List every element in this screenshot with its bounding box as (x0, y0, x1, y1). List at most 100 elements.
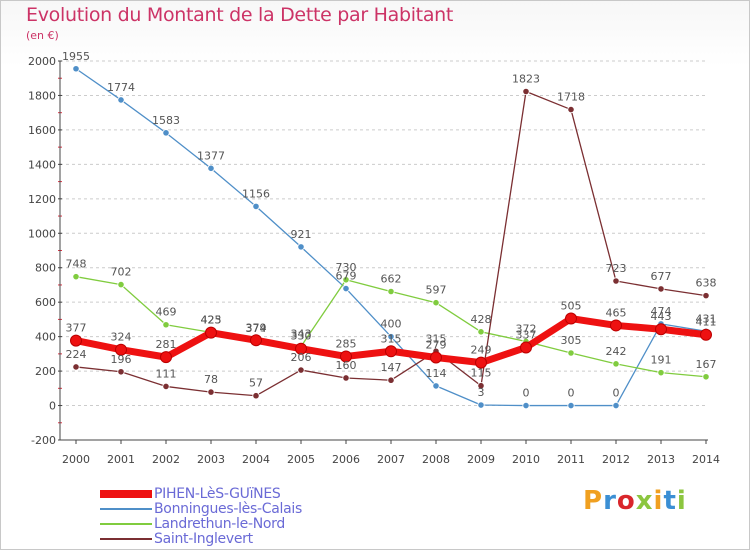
legend-swatch (100, 507, 152, 510)
logo-letter: i (653, 486, 664, 516)
data-point (297, 243, 305, 251)
x-tick-label: 2010 (512, 453, 540, 466)
legend: PIHEN-LèS-GUïNES Bonningues-lès-Calais Lan… (100, 485, 302, 547)
data-label: 443 (651, 310, 672, 323)
x-tick-label: 2005 (287, 453, 315, 466)
data-label: 748 (66, 258, 87, 271)
data-label: 1955 (62, 50, 90, 63)
data-point (477, 328, 485, 336)
data-label: 337 (516, 328, 537, 341)
data-point (342, 374, 350, 382)
data-label: 3 (478, 386, 485, 399)
x-tick-label: 2000 (62, 453, 90, 466)
data-label: 428 (471, 313, 492, 326)
data-point (657, 369, 665, 377)
data-label: 921 (291, 228, 312, 241)
data-point (205, 326, 217, 339)
data-point (160, 351, 172, 364)
data-label: 160 (336, 359, 357, 372)
data-point (72, 65, 80, 73)
data-label: 423 (201, 314, 222, 327)
axis-layer: -200020040060080010001200140016001800200… (28, 55, 720, 466)
logo-letter: P (583, 486, 604, 516)
legend-label: Landrethun-le-Nord (154, 515, 285, 532)
series-PIHEN-LèS-GUïNES (70, 312, 712, 369)
y-tick-label: 400 (35, 331, 56, 344)
data-point (657, 285, 665, 293)
legend-item: Landrethun-le-Nord (100, 515, 302, 532)
data-label: 411 (696, 316, 717, 329)
data-label: 167 (696, 358, 717, 371)
legend-label: Saint-Inglevert (154, 530, 253, 547)
data-point (700, 328, 712, 341)
data-point (567, 349, 575, 357)
logo-letter: r (603, 486, 617, 516)
legend-label: PIHEN-LèS-GUïNES (154, 485, 281, 502)
data-label: 206 (291, 351, 312, 364)
data-point (70, 334, 82, 347)
y-tick-label: 1400 (28, 158, 56, 171)
logo-letter: o (616, 486, 636, 516)
data-label: 638 (696, 277, 717, 290)
grid-layer (60, 60, 708, 441)
data-label: 0 (523, 387, 530, 400)
data-label: 1774 (107, 81, 135, 94)
x-tick-label: 2001 (107, 453, 135, 466)
data-label: 315 (381, 332, 402, 345)
data-label: 425 (201, 313, 222, 326)
data-label: 400 (381, 318, 402, 331)
x-tick-label: 2007 (377, 453, 405, 466)
legend-label: Bonningues-lès-Calais (154, 500, 302, 517)
x-tick-label: 2003 (197, 453, 225, 466)
series-Saint-Inglevert (72, 87, 710, 400)
data-point (252, 202, 260, 210)
x-tick-label: 2004 (242, 453, 270, 466)
legend-item: PIHEN-LèS-GUïNES (100, 485, 302, 502)
x-tick-label: 2013 (647, 453, 675, 466)
proxiti-logo: Proxiti (583, 486, 687, 516)
data-label: 281 (156, 338, 177, 351)
data-point (477, 382, 485, 390)
data-label: 379 (246, 321, 267, 334)
y-tick-label: 1000 (28, 227, 56, 240)
data-label: 677 (651, 270, 672, 283)
data-point (522, 87, 530, 96)
data-point (117, 368, 125, 376)
data-label: 723 (606, 262, 627, 275)
data-point (385, 345, 397, 358)
x-tick-label: 2011 (557, 453, 585, 466)
x-tick-label: 2008 (422, 453, 450, 466)
data-label: 1156 (242, 187, 270, 200)
y-tick-label: 1200 (28, 193, 56, 206)
data-label: 242 (606, 345, 627, 358)
data-point (252, 392, 260, 400)
data-label: 1823 (512, 72, 540, 85)
data-point (432, 382, 440, 390)
data-label: 505 (561, 300, 582, 313)
data-point (567, 105, 575, 114)
series-layer (70, 65, 712, 410)
data-point (295, 342, 307, 355)
unit-label: (en €) (26, 29, 59, 42)
logo-letter: t (663, 486, 677, 516)
data-point (520, 341, 532, 354)
data-point (430, 351, 442, 364)
data-label: 0 (568, 387, 575, 400)
data-label: 279 (426, 338, 447, 351)
y-tick-label: 2000 (28, 55, 56, 68)
data-point (565, 312, 577, 325)
data-label: 730 (336, 261, 357, 274)
data-point (387, 333, 395, 341)
data-label: 114 (426, 367, 447, 380)
data-point (342, 276, 350, 284)
data-label: 679 (336, 270, 357, 283)
legend-item: Bonningues-lès-Calais (100, 500, 302, 517)
data-label: 111 (156, 367, 177, 380)
y-tick-label: 200 (35, 365, 56, 378)
data-point (162, 321, 170, 329)
y-tick-label: 0 (49, 400, 56, 413)
data-label: 431 (696, 312, 717, 325)
x-tick-label: 2009 (467, 453, 495, 466)
